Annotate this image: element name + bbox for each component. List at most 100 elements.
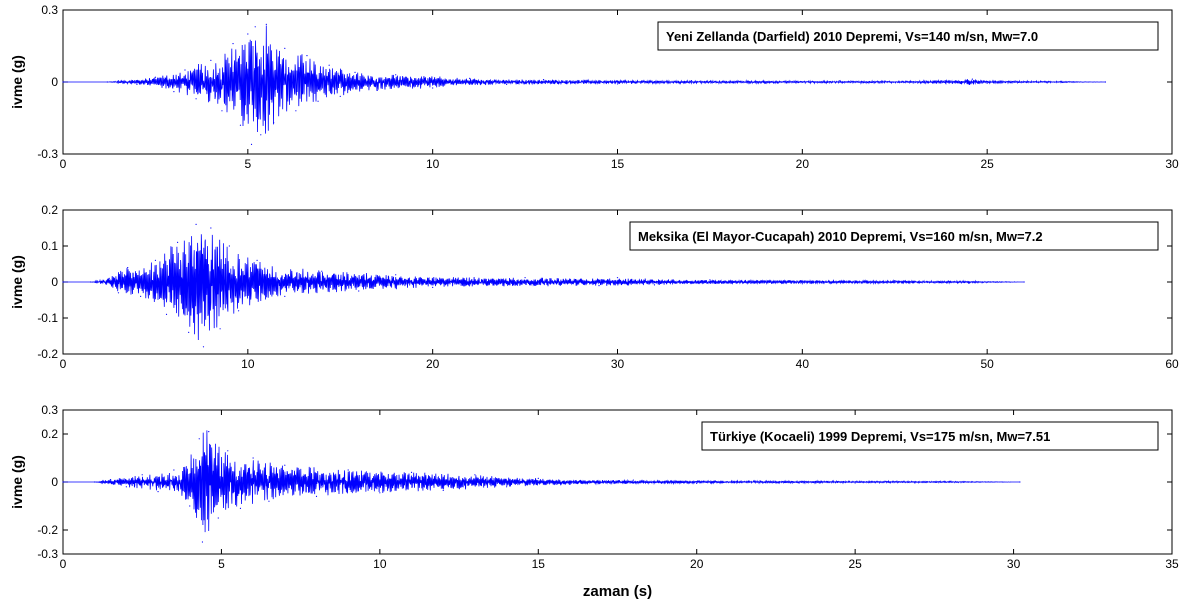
y-tick-label: -0.3: [37, 547, 58, 561]
data-point: [315, 495, 318, 497]
x-tick-label: 25: [848, 557, 862, 571]
data-point: [506, 486, 508, 488]
data-point: [239, 507, 242, 509]
data-point: [208, 431, 210, 433]
data-point: [136, 83, 138, 85]
data-point: [709, 279, 711, 281]
data-point: [894, 279, 896, 282]
y-axis-label: ivme (g): [9, 455, 25, 509]
data-point: [616, 83, 619, 85]
data-point: [237, 310, 240, 312]
data-point: [986, 82, 988, 84]
data-point: [632, 479, 634, 481]
x-tick-label: 15: [532, 557, 546, 571]
series-line: [63, 25, 1106, 134]
data-point: [968, 282, 970, 284]
legend-text: Yeni Zellanda (Darfield) 2010 Depremi, V…: [666, 29, 1038, 44]
data-point: [117, 292, 120, 294]
data-point: [524, 277, 526, 279]
data-point: [410, 471, 413, 473]
y-tick-label: -0.3: [37, 147, 58, 161]
data-point: [376, 89, 378, 91]
x-tick-label: 60: [1165, 357, 1179, 371]
data-point: [653, 284, 656, 286]
data-point: [239, 124, 242, 126]
data-point: [432, 87, 434, 89]
data-point: [140, 295, 142, 297]
data-point: [210, 59, 212, 62]
data-point: [474, 474, 476, 476]
data-point: [284, 295, 286, 297]
data-point: [165, 313, 168, 315]
data-point: [173, 91, 175, 93]
data-point: [90, 281, 92, 283]
data-point: [854, 482, 856, 484]
data-point: [696, 482, 698, 485]
data-point: [201, 541, 204, 543]
y-tick-label: 0.1: [41, 239, 58, 253]
data-point: [254, 26, 256, 28]
data-point: [62, 81, 64, 83]
y-tick-label: 0: [51, 475, 58, 489]
x-tick-label: 20: [426, 357, 440, 371]
data-point: [469, 77, 471, 79]
legend-box: [657, 21, 1159, 51]
data-point: [195, 98, 197, 100]
data-point: [1019, 481, 1021, 483]
data-point: [616, 277, 619, 279]
data-point: [912, 82, 914, 84]
data-point: [306, 55, 308, 57]
data-point: [971, 78, 973, 80]
data-point: [210, 227, 212, 229]
data-point: [125, 486, 127, 488]
data-point: [295, 110, 297, 112]
data-point: [442, 489, 444, 491]
data-point: [227, 450, 229, 452]
data-point: [284, 47, 286, 50]
data-point: [202, 346, 205, 348]
data-point: [1104, 81, 1107, 83]
y-axis-label: ivme (g): [9, 255, 25, 309]
y-axis-label: ivme (g): [9, 55, 25, 109]
data-point: [256, 259, 258, 261]
data-point: [354, 71, 356, 73]
y-tick-label: -0.2: [37, 347, 58, 361]
y-tick-label: 0: [51, 75, 58, 89]
legend-box: [701, 421, 1159, 451]
data-point: [117, 80, 120, 82]
x-tick-label: 10: [373, 557, 387, 571]
data-point: [106, 81, 108, 83]
data-point: [184, 69, 186, 71]
data-point: [764, 82, 766, 84]
data-point: [339, 95, 341, 97]
data-point: [247, 33, 249, 35]
y-tick-label: 0.2: [41, 203, 58, 217]
data-point: [176, 241, 179, 243]
data-point: [154, 259, 157, 261]
data-point: [157, 491, 159, 493]
data-point: [108, 277, 110, 279]
x-tick-label: 30: [1165, 157, 1179, 171]
data-point: [195, 223, 197, 225]
data-point: [228, 245, 230, 247]
x-tick-label: 50: [980, 357, 994, 371]
y-tick-label: 0: [51, 275, 58, 289]
data-point: [232, 43, 234, 45]
data-point: [358, 290, 360, 292]
y-tick-label: 0.3: [41, 3, 58, 17]
x-tick-label: 40: [796, 357, 810, 371]
data-point: [94, 481, 96, 483]
data-point: [217, 517, 219, 519]
data-point: [265, 23, 267, 25]
data-point: [154, 76, 157, 78]
legend-text: Türkiye (Kocaeli) 1999 Depremi, Vs=175 m…: [710, 429, 1050, 444]
chart-panel-2: 0 10 20 30 40 50 60 0.2 0.1 0 -0.1 -0.2 ivme (g) Meks…: [9, 203, 1179, 371]
data-point: [1060, 80, 1062, 82]
y-tick-label: 0.3: [41, 403, 58, 417]
y-tick-label: 0.2: [41, 427, 58, 441]
data-point: [252, 457, 254, 459]
data-point: [273, 122, 275, 124]
x-tick-label: 15: [611, 157, 625, 171]
